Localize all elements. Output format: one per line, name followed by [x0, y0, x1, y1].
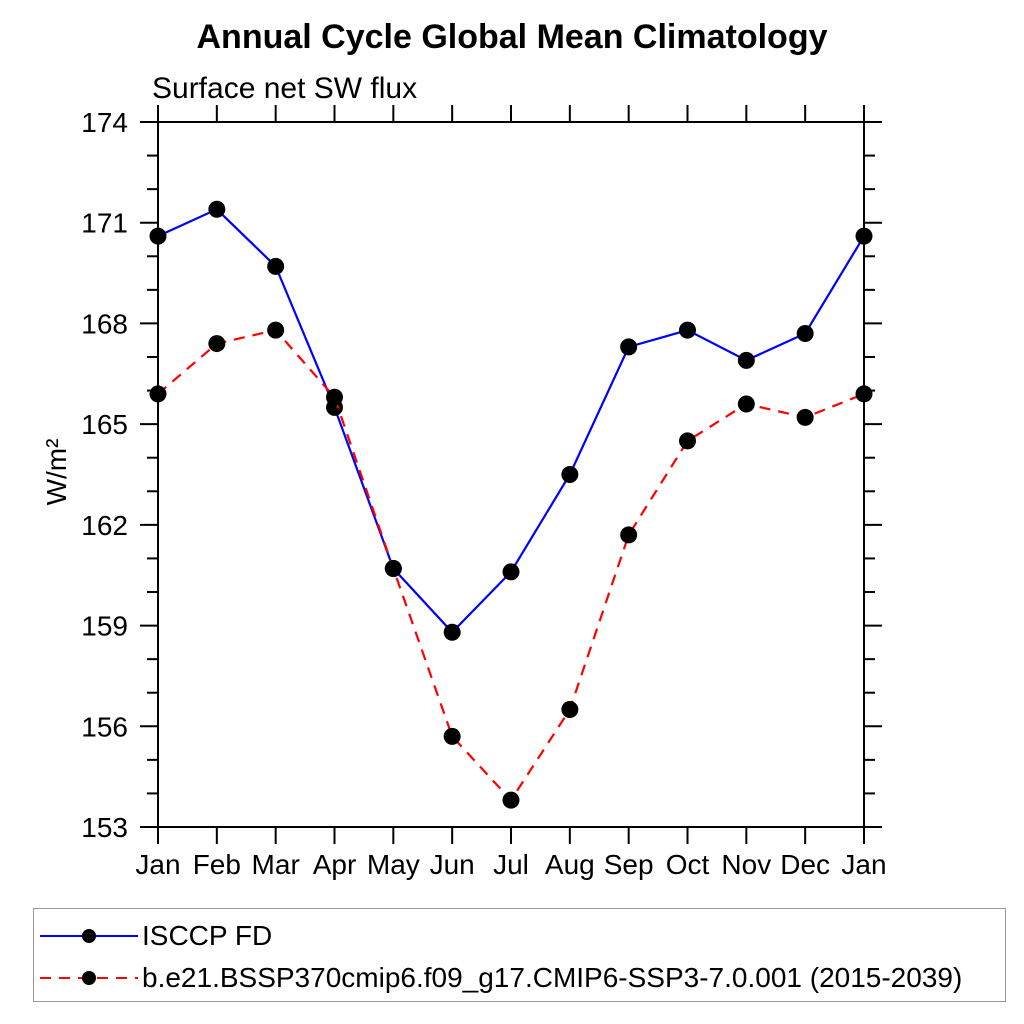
- data-point-marker: [561, 466, 579, 483]
- data-point-marker: [443, 727, 461, 745]
- data-point-marker: [679, 321, 696, 339]
- legend-item-isccp-fd: ISCCP FD: [38, 920, 273, 951]
- y-tick-label: 168: [81, 308, 128, 339]
- x-tick-label: Dec: [780, 849, 830, 880]
- data-point-marker: [620, 338, 638, 356]
- plot-frame: [157, 121, 865, 828]
- series-1-markers: [149, 321, 873, 809]
- data-point-marker: [149, 227, 167, 245]
- x-tick-label: Oct: [666, 849, 710, 880]
- data-point-marker: [796, 325, 814, 342]
- x-tick-label: Aug: [545, 849, 595, 880]
- data-point-marker: [679, 432, 696, 450]
- data-point-marker: [267, 321, 285, 339]
- y-axis-ticks: [140, 121, 882, 828]
- data-point-marker: [208, 200, 226, 218]
- legend-marker-dot-0: [82, 929, 96, 943]
- x-tick-label: Sep: [604, 849, 654, 880]
- legend-marker-dot-1: [82, 971, 96, 985]
- legend-item-model-run: b.e21.BSSP370cmip6.f09_g17.CMIP6-SSP3-7.…: [38, 962, 963, 993]
- y-tick-label: 171: [81, 208, 128, 239]
- data-point-marker: [502, 791, 520, 809]
- x-tick-label: Jul: [493, 849, 529, 880]
- data-point-marker: [384, 560, 402, 577]
- y-tick-label: 156: [81, 711, 128, 742]
- data-point-marker: [208, 335, 226, 353]
- data-point-marker: [737, 351, 755, 369]
- legend-label-model-run: b.e21.BSSP370cmip6.f09_g17.CMIP6-SSP3-7.…: [142, 962, 963, 993]
- series-0-markers: [149, 200, 873, 641]
- data-point-marker: [443, 623, 461, 641]
- y-tick-label: 174: [81, 107, 128, 138]
- x-tick-label: Feb: [193, 849, 241, 880]
- legend-sample-line-0: [40, 929, 138, 943]
- data-point-marker: [737, 395, 755, 413]
- y-tick-label: 165: [81, 409, 128, 440]
- data-point-marker: [502, 563, 520, 581]
- data-point-marker: [561, 701, 579, 718]
- x-tick-label: May: [367, 849, 420, 880]
- y-tick-label: 159: [81, 611, 128, 642]
- data-point-marker: [149, 385, 167, 403]
- data-point-marker: [855, 385, 873, 403]
- x-tick-label: Mar: [252, 849, 300, 880]
- data-point-marker: [796, 408, 814, 426]
- y-tick-label: 162: [81, 510, 128, 541]
- data-point-marker: [855, 227, 873, 245]
- x-axis-tick-labels: Jan Feb Mar Apr May Jun Jul Aug Sep Oct Nov Dec Jan: [135, 849, 886, 880]
- data-point-marker: [267, 257, 285, 275]
- x-tick-label: Jan: [841, 849, 886, 880]
- y-axis-tick-labels: 153 156 159 162 165 168 171 174: [81, 107, 128, 843]
- chart-title: Annual Cycle Global Mean Climatology: [196, 18, 828, 56]
- y-tick-label: 153: [81, 812, 128, 843]
- data-point-marker: [326, 388, 343, 406]
- legend-label-isccp-fd: ISCCP FD: [142, 920, 273, 951]
- legend-box: ISCCP FD b.e21.BSSP370cmip6.f09_g17.CMIP…: [33, 908, 1006, 1002]
- x-tick-label: Jan: [135, 849, 180, 880]
- x-tick-label: Apr: [313, 849, 357, 880]
- data-point-marker: [620, 526, 638, 544]
- x-tick-label: Jun: [430, 849, 475, 880]
- chart-subtitle: Surface net SW flux: [152, 72, 418, 105]
- legend-sample-line-1: [40, 971, 138, 985]
- x-tick-label: Nov: [721, 849, 771, 880]
- x-axis-ticks: [157, 105, 865, 844]
